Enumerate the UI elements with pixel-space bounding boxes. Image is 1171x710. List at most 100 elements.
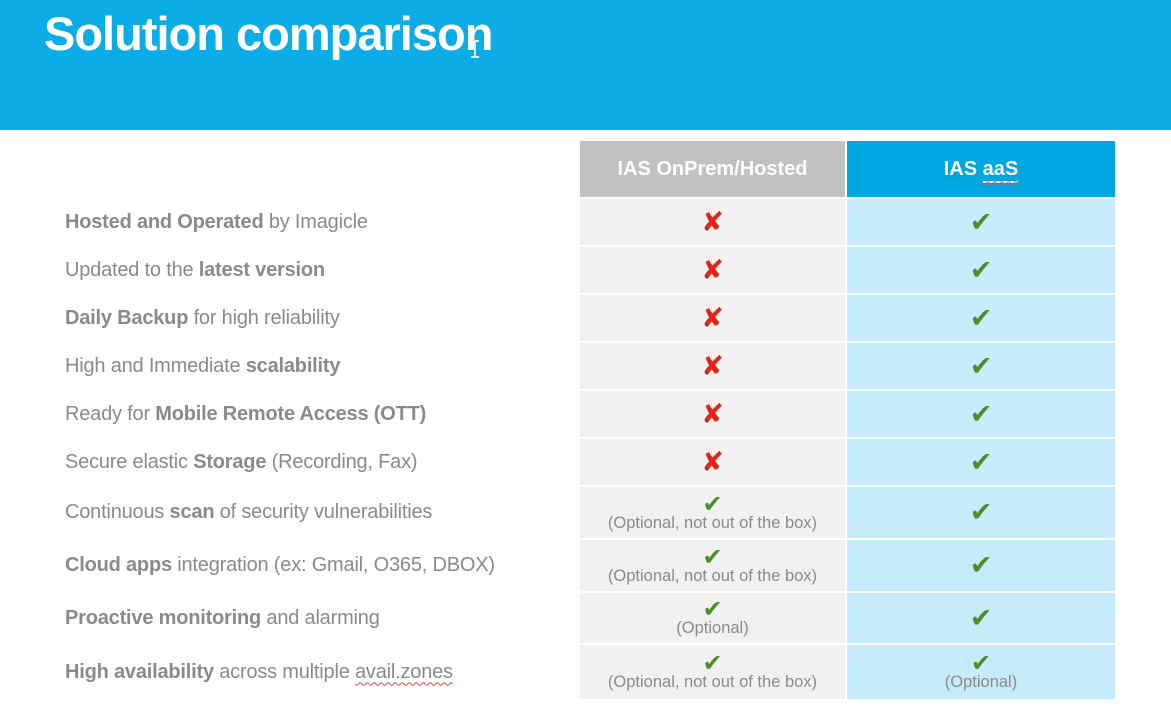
row-label: Cloud apps integration (ex: Gmail, O365,… [0,540,578,591]
table-row: Proactive monitoring and alarming ✔ (Optio… [0,593,1115,643]
table-row: Continuous scan of security vulnerabilit… [0,487,1115,538]
row-label-segment: Storage [193,450,267,473]
row-label-segment: latest version [198,258,325,281]
row-label: Ready for Mobile Remote Access (OTT) [0,391,578,437]
cell-aas: ✔ (Optional) [847,645,1115,699]
row-label: Continuous scan of security vulnerabilit… [0,487,578,538]
cell-onprem: ✔ (Optional) [580,593,845,643]
cell-aas: ✔ [847,247,1115,293]
row-label-segment: integration (ex: Gmail, O365, DBOX) [171,554,495,576]
cell-onprem: ✘ [580,391,845,437]
table-rows: Hosted and Operated by Imagicle ✘ ✔ Updated… [0,199,1115,699]
header-cell-aas: IAS aaS [847,141,1115,197]
table-row: High and Immediate scalability ✘ ✔ [0,343,1115,389]
cell-note: (Optional, not out of the box) [607,513,818,532]
row-label-segment: High and Immediate [65,354,246,377]
cell-onprem: ✘ [580,295,845,341]
table-header-row: IAS OnPrem/Hosted IAS aaS [0,141,1115,197]
row-label-segment: by Imagicle [263,210,368,233]
row-label: Hosted and Operated by Imagicle [0,199,578,245]
check-icon: ✔ [702,542,723,571]
cell-note: (Optional, not out of the box) [607,673,818,692]
check-icon: ✔ [702,489,723,518]
cross-icon: ✘ [701,254,724,286]
row-label: Secure elastic Storage (Recording, Fax) [0,439,578,485]
row-label: Proactive monitoring and alarming [0,593,578,643]
header-cell-onprem: IAS OnPrem/Hosted [580,141,845,197]
row-label-segment: for high reliability [188,306,340,329]
row-label-segment: across multiple [213,660,355,683]
row-label: Updated to the latest version [0,247,578,293]
check-icon: ✔ [702,595,723,624]
check-icon: ✔ [969,398,993,430]
cell-aas: ✔ [847,343,1115,389]
cell-note: (Optional) [944,673,1018,692]
table-row: High availability across multiple avail.… [0,645,1115,699]
cell-aas: ✔ [847,540,1115,591]
table-row: Updated to the latest version ✘ ✔ [0,247,1115,293]
check-icon: ✔ [969,350,993,382]
cell-aas: ✔ [847,391,1115,437]
cell-onprem: ✘ [580,247,845,293]
row-label-segment: Proactive monitoring [65,606,262,629]
header-aas-label: IAS aaS [944,157,1019,183]
row-label-segment: Cloud apps [65,554,172,576]
cell-onprem: ✘ [580,343,845,389]
row-label: High availability across multiple avail.… [0,645,578,699]
cell-onprem: ✘ [580,199,845,245]
row-label-segment: Daily Backup [65,306,189,329]
row-label-segment: scan [169,501,215,523]
cross-icon: ✘ [701,398,724,430]
comparison-table: IAS OnPrem/Hosted IAS aaS Hosted and Ope… [0,141,1115,701]
cell-onprem: ✘ [580,439,845,485]
row-label-segment: scalability [245,354,341,377]
table-row: Daily Backup for high reliability ✘ ✔ [0,295,1115,341]
row-label-segment: avail.zones [354,660,453,683]
table-row: Hosted and Operated by Imagicle ✘ ✔ [0,199,1115,245]
cross-icon: ✘ [701,302,724,334]
row-label: Daily Backup for high reliability [0,295,578,341]
cell-onprem: ✔ (Optional, not out of the box) [580,540,845,591]
row-label-segment: Mobile Remote Access (OTT) [155,402,427,425]
cell-aas: ✔ [847,593,1115,643]
header-aas-underlined-word: aaS [982,157,1019,183]
table-row: Secure elastic Storage (Recording, Fax) ✘… [0,439,1115,485]
check-icon: ✔ [969,550,993,581]
table-row: Ready for Mobile Remote Access (OTT) ✘ ✔ [0,391,1115,437]
table-row: Cloud apps integration (ex: Gmail, O365,… [0,540,1115,591]
cell-onprem: ✔ (Optional, not out of the box) [580,487,845,538]
header-onprem-label: IAS OnPrem/Hosted [617,157,808,180]
check-icon: ✔ [969,302,993,334]
row-label: High and Immediate scalability [0,343,578,389]
row-label-segment: (Recording, Fax) [266,450,418,473]
page-title[interactable]: Solution comparison [44,7,493,60]
cell-note: (Optional) [676,619,749,638]
slide-header-band [0,0,1171,130]
text-cursor-icon [470,40,480,58]
row-label-segment: Updated to the [65,258,199,281]
cell-aas: ✔ [847,439,1115,485]
cell-note: (Optional, not out of the box) [607,566,818,585]
row-label-segment: Continuous [65,501,170,523]
check-icon: ✔ [969,206,993,238]
row-label-segment: and alarming [261,606,380,629]
check-icon: ✔ [969,254,993,286]
cross-icon: ✘ [701,350,724,382]
cell-onprem: ✔ (Optional, not out of the box) [580,645,845,699]
row-label-segment: High availability [65,660,214,683]
check-icon: ✔ [969,602,993,634]
cross-icon: ✘ [701,206,724,238]
cell-aas: ✔ [847,295,1115,341]
cell-aas: ✔ [847,199,1115,245]
check-icon: ✔ [702,649,723,678]
row-label-segment: Hosted and Operated [65,210,264,233]
row-label-segment: Ready for [65,402,156,425]
cross-icon: ✘ [701,446,724,478]
check-icon: ✔ [969,497,993,528]
header-cell-empty [0,141,578,197]
row-label-segment: of security vulnerabilities [214,501,433,523]
check-icon: ✔ [969,446,993,478]
check-icon: ✔ [970,649,992,678]
cell-aas: ✔ [847,487,1115,538]
